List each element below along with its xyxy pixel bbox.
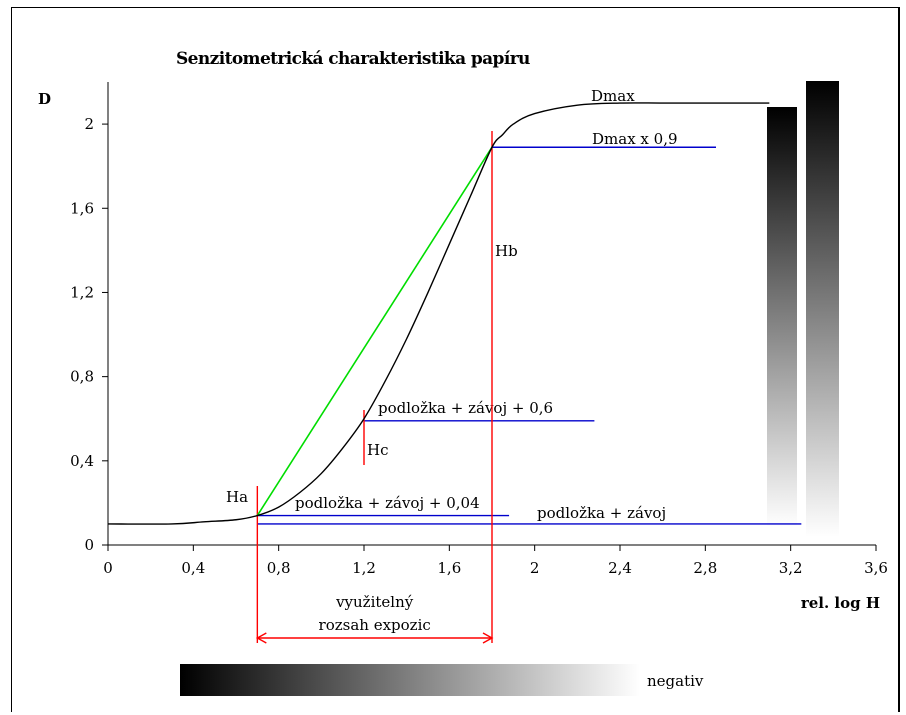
reference-label: podložka + závoj + 0,6 [378,399,553,417]
y-tick-label: 0,8 [70,368,94,386]
reference-label: podložka + závoj [537,504,666,522]
marker-label: Ha [226,488,248,506]
x-tick-label: 2,4 [608,559,632,577]
marker-label: Hb [495,242,518,260]
x-tick-label: 2,8 [693,559,717,577]
marker-lines: Ha Hb Hc [226,131,518,643]
chart-title: Senzitometrická charakteristika papíru [176,49,530,69]
x-tick-label: 1,6 [437,559,461,577]
gradient-chord-line [256,146,493,516]
tick-labels: 0 0,4 0,8 1,2 1,6 2 2,4 2,8 3,2 3,6 0 0,4 0,8 1,2 1,6 2 [70,115,888,577]
x-tick-label: 0,4 [181,559,205,577]
x-tick-label: 3,6 [864,559,888,577]
exposure-range-annotation: využitelný rozsah expozic [255,593,494,644]
x-tick-label: 1,2 [352,559,376,577]
range-arrowhead-left [255,632,267,644]
density-gradient-bar [767,107,797,527]
reference-label: Dmax x 0,9 [592,130,678,148]
marker-label: Hc [367,441,388,459]
x-tick-label: 0 [103,559,113,577]
reference-label: podložka + závoj + 0,04 [295,494,480,512]
range-arrowhead-right [482,632,494,644]
negative-gradient-bar [180,664,640,696]
characteristic-curve [107,102,770,525]
reference-lines: Dmax Dmax x 0,9 podložka + závoj + 0,6 podl… [257,87,802,525]
range-label-line2: rozsah expozic [319,616,431,634]
y-tick-label: 1,6 [70,199,94,217]
y-tick-label: 0,4 [70,452,94,470]
y-tick-label: 0 [84,536,94,554]
range-label-line1: využitelný [335,593,414,611]
y-axis-label: D [38,90,51,108]
x-tick-label: 0,8 [267,559,291,577]
x-axis-label: rel. log H [801,594,880,612]
y-tick-label: 2 [84,115,94,133]
x-tick-label: 3,2 [779,559,803,577]
y-tick-label: 1,2 [70,283,94,301]
density-gradient-bar-wide [806,81,839,537]
reference-label: Dmax [591,87,635,105]
chart-frame [11,7,900,712]
negative-label: negativ [647,672,704,690]
x-tick-label: 2 [530,559,540,577]
